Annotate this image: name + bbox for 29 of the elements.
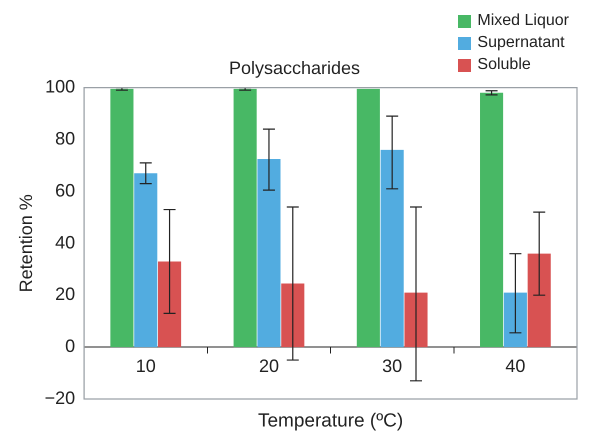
bar: [528, 254, 551, 348]
bar: [404, 292, 428, 348]
bar: [380, 150, 404, 348]
bar: [504, 292, 527, 348]
bar: [110, 88, 134, 348]
y-tick-label: 80: [55, 128, 76, 148]
x-tick-label: 20: [258, 356, 279, 376]
y-tick-label: 100: [45, 76, 76, 97]
x-tick-label: 40: [505, 356, 526, 376]
y-tick-label: 0: [65, 336, 76, 356]
y-tick-label: 60: [55, 180, 76, 200]
x-tick-label: 30: [382, 356, 402, 376]
bar: [281, 284, 304, 348]
bar: [480, 92, 504, 348]
bar: [134, 173, 158, 348]
y-tick-label: −20: [44, 388, 76, 408]
legend-label: Supernatant: [477, 33, 565, 53]
x-tick-label: 10: [136, 356, 156, 376]
y-axis-title: Retention %: [16, 194, 36, 292]
bar: [158, 261, 182, 348]
x-axis-title: Temperature (ºC): [258, 410, 404, 432]
legend-label: Soluble: [477, 55, 531, 75]
chart-title: Polysaccharides: [228, 58, 360, 78]
legend-label: Mixed Liquor: [477, 11, 569, 31]
bar: [356, 88, 380, 348]
bar: [257, 158, 281, 348]
y-tick-label: 20: [55, 284, 76, 304]
y-tick-label: 40: [55, 232, 76, 252]
bar: [234, 88, 257, 348]
